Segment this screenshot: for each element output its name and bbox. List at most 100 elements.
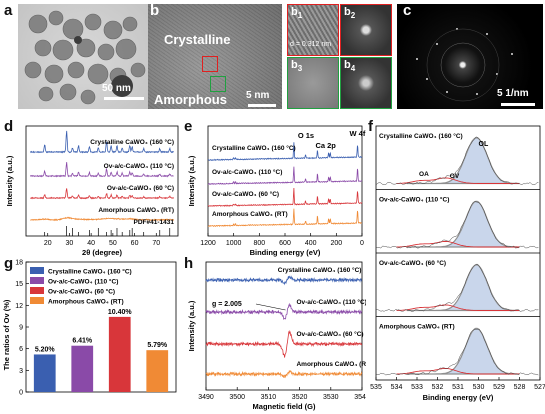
x-tick-label: 3520	[292, 394, 308, 401]
series-label: Ov-a/c-CaWO₄ (110 °C)	[296, 298, 366, 306]
series-line	[29, 162, 174, 178]
x-tick-label: 400	[305, 240, 317, 247]
subpanel-b4: b4	[340, 57, 392, 109]
series-line	[207, 187, 363, 207]
hrtem-image-b: Crystalline Amorphous 5 nm	[148, 4, 282, 109]
panel-letter-f: f	[368, 118, 373, 135]
legend-label: Crystalline CaWO₄ (160 °C)	[48, 268, 132, 276]
bar	[71, 345, 94, 392]
epr-chart-h: 3490 3500 3510 3520 3530 3540 Magnetic field (…	[187, 261, 366, 411]
legend-swatch	[30, 297, 44, 304]
series-line	[205, 302, 363, 320]
panel-label: Ov-a/c-CaWO₄ (60 °C)	[379, 259, 446, 267]
ol-peak-fill	[406, 264, 520, 312]
x-tick-label: 20	[44, 240, 52, 247]
bar	[108, 316, 131, 392]
y-axis-label: Intensity (a.u.)	[187, 155, 196, 206]
x-axis-label: Magnetic field (G)	[253, 402, 316, 411]
series-line	[30, 188, 175, 200]
raw-spectrum	[375, 263, 539, 312]
x-tick-label: 530	[473, 384, 485, 391]
panel-label: Ov-a/c-CaWO₄ (110 °C)	[379, 196, 449, 204]
x-tick-label: 1000	[226, 240, 242, 247]
series-label: Ov-a/c-CaWO₄ (60 °C)	[107, 184, 174, 192]
bar-value-label: 5.20%	[35, 346, 56, 353]
plot-frame	[205, 261, 363, 391]
xps-survey-chart-e: 1200 1000 800 600 400 200 0 Binding energy (eV)…	[187, 125, 366, 257]
amorphous-region-box	[210, 76, 226, 92]
y-axis-label: The ratios of Ov (%)	[2, 299, 11, 370]
y-tick-label: 12	[15, 303, 23, 310]
scalebar-b	[248, 104, 276, 107]
subpanel-b1-label: b1	[291, 6, 303, 21]
annotation-g-value: g = 2.005	[212, 301, 242, 308]
legend-label: Ov-a/c-CaWO₄ (60 °C)	[48, 288, 115, 296]
x-tick-label: 60	[131, 240, 139, 247]
series-label: Crystalline CaWO₄ (160 °C)	[90, 138, 174, 146]
plot-frame	[25, 125, 179, 237]
panel-label: Amorphous CaWO₄ (RT)	[379, 324, 455, 331]
series-label: Ov-a/c-CaWO₄ (110 °C)	[104, 162, 174, 170]
x-tick-label: 40	[87, 240, 95, 247]
x-tick-label: 3530	[323, 394, 339, 401]
y-axis-label: Intensity (a.u.)	[5, 155, 14, 206]
panel-letter-d: d	[4, 118, 14, 135]
legend-swatch	[30, 267, 44, 274]
x-tick-label: 0	[360, 240, 364, 247]
y-tick-label: 0	[19, 390, 23, 397]
series-label: Amorphous CaWO₄ (RT)	[212, 211, 288, 218]
x-tick-label: 800	[253, 240, 265, 247]
series-label: Crystalline CaWO₄ (160 °C)	[212, 144, 296, 152]
subpanel-b2: b2	[340, 4, 392, 56]
x-tick-label: 527	[534, 384, 545, 391]
x-tick-label: 600	[279, 240, 291, 247]
series-label: Crystalline CaWO₄ (160 °C)	[278, 266, 362, 274]
series-line	[205, 330, 363, 358]
x-tick-label: 1200	[200, 240, 216, 247]
x-tick-label: 529	[493, 384, 505, 391]
d-spacing-label: d = 0.312 nm	[290, 41, 332, 48]
series-line	[205, 275, 362, 286]
diffraction-spots	[416, 28, 513, 102]
series-label: Amorphous CaWO₄ (RT)	[98, 207, 174, 214]
series-label: Amorphous CaWO₄ (RT)	[296, 361, 366, 368]
nanoparticle-cluster	[24, 10, 146, 105]
ov-oa-peaks	[396, 304, 520, 311]
x-axis-label: Binding energy (eV)	[423, 393, 494, 402]
bar	[33, 354, 56, 392]
reference-label: PDF#41-1431	[134, 219, 175, 226]
legend-swatch	[30, 277, 44, 284]
raw-spectrum	[375, 201, 539, 249]
x-tick-label: 535	[370, 384, 382, 391]
ov-oa-peaks	[396, 368, 520, 375]
x-tick-label: 534	[391, 384, 403, 391]
xrd-chart-d: 20 30 40 50 60 70 2θ (degree) Intensity (a.u.) C…	[5, 125, 179, 257]
series-line	[208, 142, 363, 161]
subpanel-b2-label: b2	[344, 6, 356, 21]
x-tick-label: 30	[66, 240, 74, 247]
x-tick-label: 70	[152, 240, 160, 247]
tem-image-a: 50 nm	[18, 4, 150, 109]
o1s-chart-f: 535 534 533 532 531 530 529 528 527 Binding energ…	[370, 125, 545, 402]
legend-label: Amorphous CaWO₄ (RT)	[48, 299, 124, 306]
scalebar-c	[501, 103, 535, 106]
crystalline-region-box	[202, 56, 218, 72]
panel-letter-b: b	[150, 2, 160, 19]
y-axis-label: Intensity (a.u.)	[187, 300, 196, 351]
subpanel-b3-label: b3	[291, 59, 303, 74]
panel-letter-g: g	[4, 255, 14, 272]
y-tick-label: 18	[15, 260, 23, 267]
panel-letter-h: h	[184, 255, 194, 272]
subpanel-b1: b1 d = 0.312 nm	[287, 4, 339, 56]
ov-ratio-bar-chart-g: 0 3 6 9 12 15 18 The ratios of Ov (%) Crystallin…	[2, 260, 177, 397]
saed-image-c: c 5 1/nm	[397, 4, 543, 109]
series-line	[207, 208, 363, 227]
series-label: Ov-a/c-CaWO₄ (60 °C)	[212, 190, 279, 198]
y-tick-label: 15	[15, 281, 23, 288]
panel-letter-e: e	[184, 118, 193, 135]
x-tick-label: 533	[411, 384, 423, 391]
x-tick-label: 3510	[261, 394, 277, 401]
x-tick-label: 3540	[354, 394, 366, 401]
panel-label: Crystalline CaWO₄ (160 °C)	[379, 132, 463, 140]
scale-label-b: 5 nm	[246, 90, 270, 101]
